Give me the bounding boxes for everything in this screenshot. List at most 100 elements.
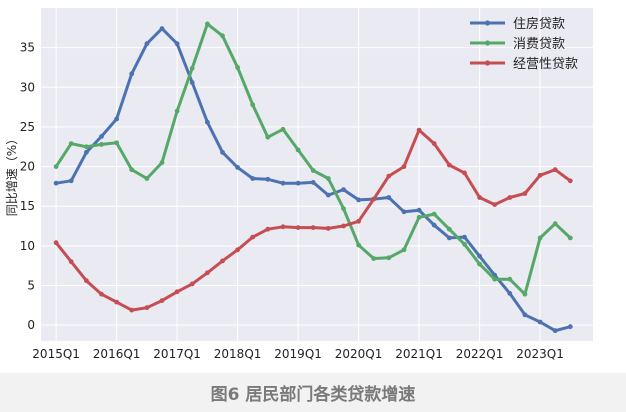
data-point: [159, 160, 165, 166]
data-point: [310, 168, 316, 173]
data-point: [416, 214, 422, 220]
legend-label: 住房贷款: [513, 16, 565, 32]
data-point: [567, 324, 573, 330]
data-point: [356, 197, 361, 203]
data-point: [462, 241, 467, 247]
data-point: [341, 187, 346, 193]
data-point: [401, 164, 407, 170]
x-tick-label: 2018Q1: [214, 347, 262, 361]
data-point: [552, 328, 558, 334]
data-point: [325, 176, 331, 181]
data-point: [567, 178, 573, 184]
data-point: [507, 291, 513, 296]
x-tick-label: 2019Q1: [274, 347, 322, 361]
figure-caption: 图6 居民部门各类贷款增速: [0, 373, 626, 412]
y-tick-label: 25: [20, 120, 35, 134]
data-point: [144, 176, 150, 181]
data-point: [174, 41, 180, 47]
data-point: [129, 167, 135, 173]
data-point: [99, 134, 104, 139]
data-point: [159, 26, 165, 31]
data-point: [114, 299, 119, 305]
data-point: [325, 226, 331, 231]
data-point: [99, 142, 104, 147]
data-point: [537, 235, 543, 241]
data-point: [189, 281, 195, 287]
data-point: [522, 291, 528, 297]
data-point: [310, 180, 316, 185]
data-point: [446, 235, 452, 241]
data-point: [477, 253, 482, 259]
data-point: [84, 149, 89, 155]
series-消费贷款: [53, 21, 573, 297]
gridlines: [41, 8, 593, 341]
data-point: [174, 289, 180, 295]
data-point: [431, 211, 437, 217]
data-point: [129, 71, 135, 77]
data-point: [431, 222, 437, 228]
data-point: [325, 192, 331, 198]
data-point: [220, 258, 225, 264]
data-point: [462, 234, 467, 240]
data-point: [68, 178, 74, 184]
data-point: [159, 298, 165, 303]
legend-marker: [484, 20, 491, 26]
data-point: [310, 225, 316, 231]
data-point: [280, 126, 286, 132]
data-point: [68, 259, 74, 265]
series-lines: [53, 21, 573, 334]
data-point: [189, 80, 195, 85]
data-point: [477, 195, 482, 200]
data-point: [99, 291, 104, 297]
x-axis-ticks: 2015Q1 2016Q1 2017Q1 2018Q1 2019Q1 2020Q1 2021…: [32, 347, 564, 361]
data-point: [537, 319, 543, 325]
x-tick-label: 2021Q1: [395, 347, 443, 361]
data-point: [265, 176, 271, 182]
x-tick-label: 2020Q1: [335, 347, 383, 361]
y-tick-label: 15: [20, 199, 35, 213]
data-point: [492, 202, 498, 208]
y-tick-label: 0: [27, 318, 35, 332]
data-point: [552, 221, 558, 227]
data-point: [295, 225, 301, 231]
y-tick-label: 35: [20, 41, 35, 55]
data-point: [53, 180, 59, 186]
legend-item: 消费贷款: [470, 37, 565, 52]
series-住房贷款: [53, 26, 573, 334]
data-point: [265, 134, 271, 140]
data-point: [250, 234, 256, 240]
data-point: [53, 240, 59, 246]
data-point: [220, 33, 225, 39]
data-point: [250, 176, 256, 181]
data-point: [371, 256, 377, 261]
x-tick-label: 2023Q1: [516, 347, 564, 361]
data-point: [144, 41, 150, 47]
data-point: [205, 119, 210, 125]
y-tick-label: 5: [27, 279, 35, 293]
data-point: [507, 195, 513, 200]
data-point: [68, 141, 74, 147]
y-axis-label: 同比增速（%）: [5, 133, 19, 216]
series-经营性贷款: [53, 127, 573, 313]
data-point: [114, 140, 119, 146]
y-tick-label: 20: [20, 160, 35, 174]
data-point: [552, 167, 558, 173]
data-point: [446, 162, 452, 168]
data-point: [356, 242, 361, 248]
data-point: [371, 196, 377, 202]
data-point: [537, 172, 543, 178]
data-point: [235, 247, 241, 253]
data-point: [431, 141, 437, 147]
data-point: [522, 191, 528, 196]
data-point: [205, 21, 210, 27]
data-point: [144, 305, 150, 311]
data-point: [84, 144, 89, 150]
data-point: [220, 149, 225, 155]
data-point: [129, 307, 135, 313]
legend-label: 消费贷款: [513, 37, 565, 52]
x-tick-label: 2015Q1: [32, 347, 80, 361]
data-point: [250, 102, 256, 108]
